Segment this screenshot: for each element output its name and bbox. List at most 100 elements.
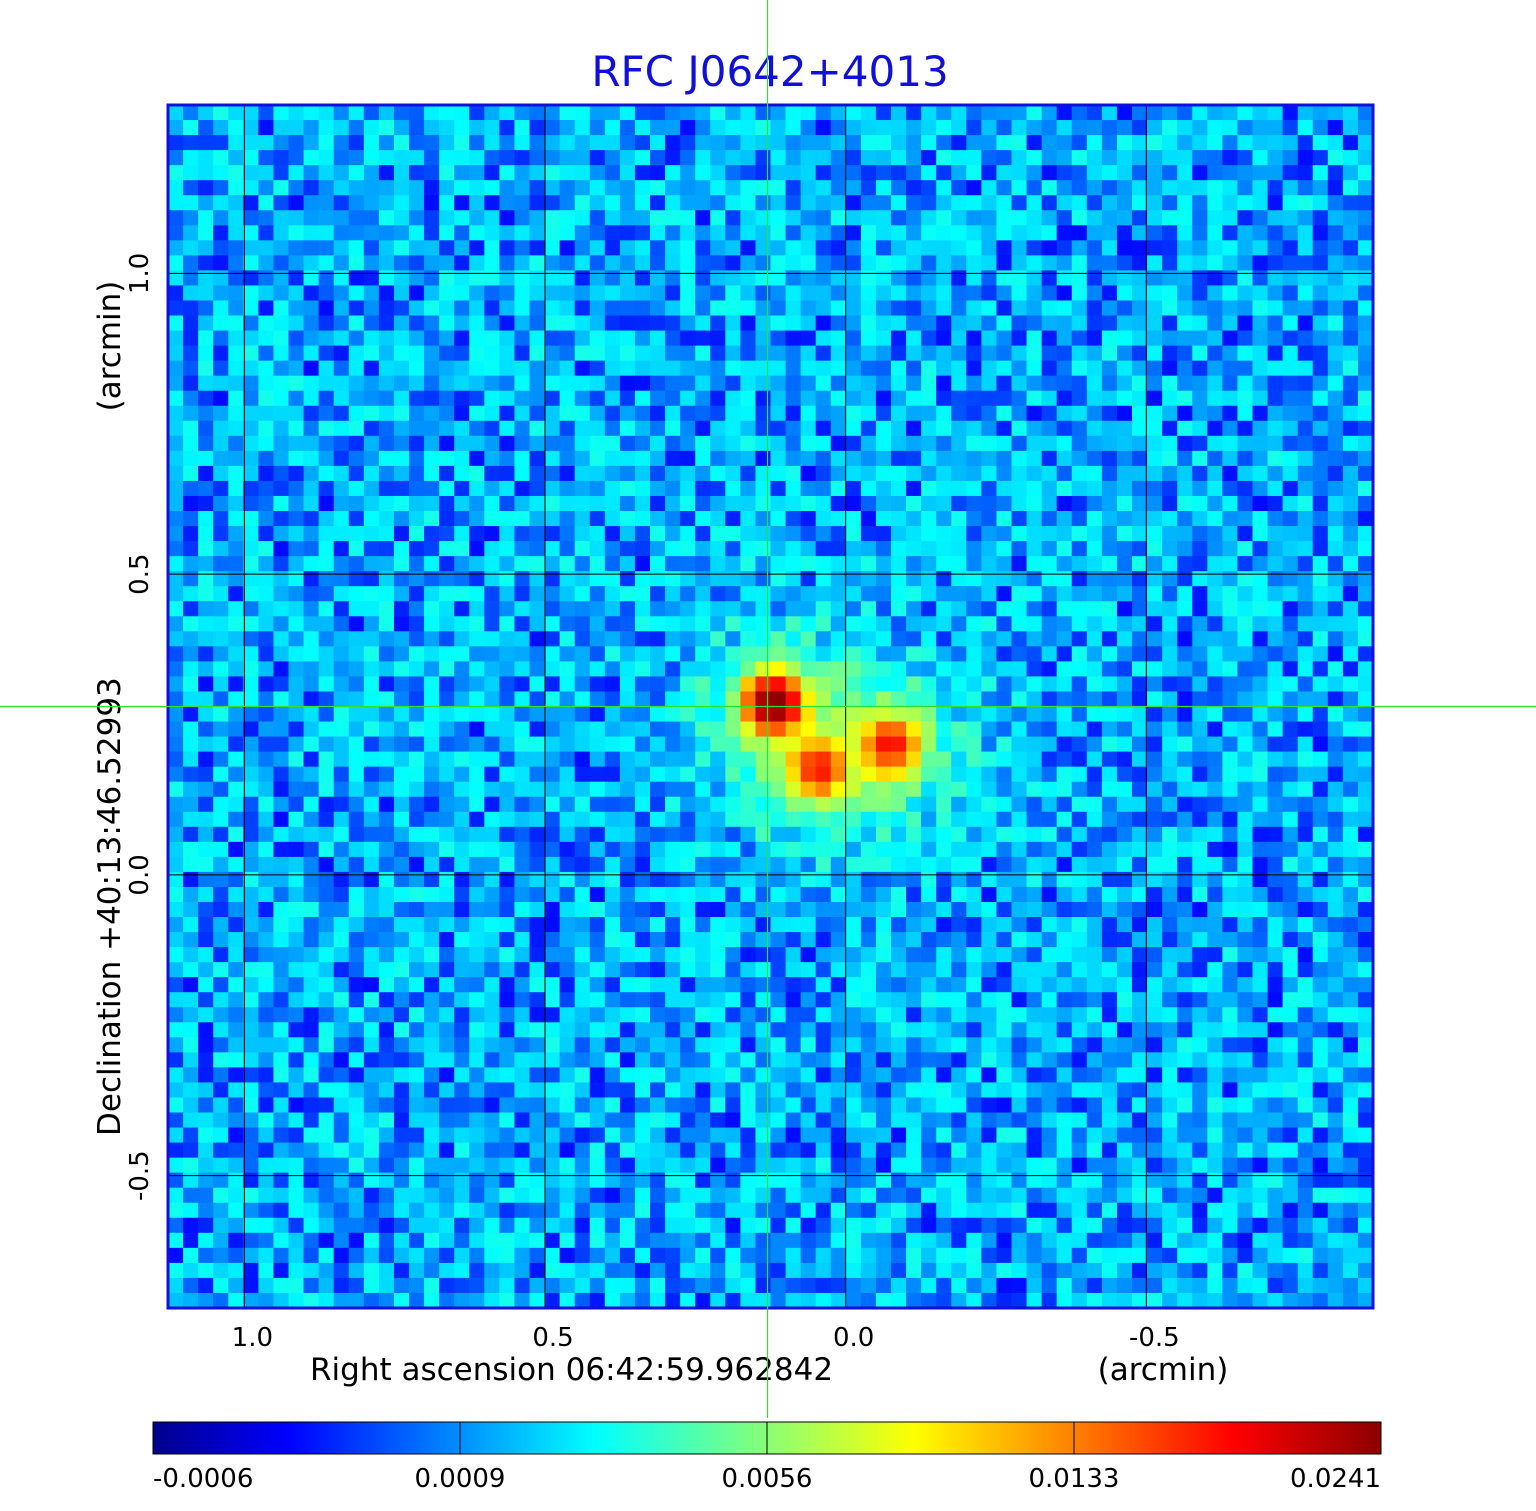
heatmap-cell [1101, 180, 1118, 196]
heatmap-cell [1207, 841, 1223, 858]
heatmap-cell [183, 270, 199, 287]
heatmap-cell [936, 300, 952, 317]
heatmap-cell [936, 917, 952, 933]
heatmap-cell [891, 947, 907, 963]
heatmap-cell [198, 736, 214, 753]
heatmap-cell [1116, 646, 1133, 662]
heatmap-cell [785, 1022, 802, 1038]
heatmap-cell [424, 901, 440, 918]
heatmap-cell [740, 330, 757, 347]
heatmap-cell [800, 917, 817, 933]
heatmap-cell [1267, 375, 1284, 392]
heatmap-cell [303, 962, 320, 978]
heatmap-cell [665, 736, 681, 753]
heatmap-cell [1147, 330, 1163, 347]
heatmap-cell [424, 225, 440, 241]
heatmap-cell [1297, 105, 1314, 121]
heatmap-cell [1342, 180, 1359, 196]
heatmap-cell [634, 315, 651, 332]
heatmap-cell [198, 796, 214, 813]
heatmap-cell [634, 105, 651, 121]
heatmap-cell [348, 465, 365, 482]
heatmap-cell [409, 962, 425, 978]
heatmap-cell [333, 240, 350, 256]
heatmap-cell [228, 932, 244, 948]
heatmap-cell [1041, 811, 1058, 828]
heatmap-cell [936, 255, 952, 272]
heatmap-cell [710, 631, 726, 647]
heatmap-cell [499, 240, 516, 256]
heatmap-cell [1342, 661, 1359, 678]
heatmap-cell [1252, 932, 1269, 948]
heatmap-cell [906, 1007, 922, 1023]
heatmap-cell [906, 330, 922, 347]
heatmap-cell [695, 901, 711, 918]
heatmap-cell [348, 405, 365, 422]
heatmap-cell [770, 375, 787, 392]
heatmap-cell [634, 706, 651, 723]
heatmap-cell [484, 661, 500, 678]
heatmap-cell [454, 871, 470, 888]
heatmap-cell [1086, 871, 1103, 888]
heatmap-cell [258, 676, 275, 693]
heatmap-cell [830, 721, 847, 738]
heatmap-cell [1011, 676, 1028, 693]
heatmap-cell [1086, 240, 1103, 256]
heatmap-cell [514, 450, 531, 467]
heatmap-cell [906, 977, 922, 993]
heatmap-cell [1132, 360, 1148, 377]
heatmap-cell [650, 886, 666, 903]
heatmap-cell [574, 405, 591, 422]
heatmap-cell [710, 285, 726, 302]
heatmap-cell [921, 556, 937, 572]
heatmap-cell [258, 330, 275, 347]
heatmap-cell [424, 480, 440, 497]
heatmap-cell [740, 495, 757, 512]
heatmap-cell [755, 285, 772, 302]
heatmap-cell [589, 405, 606, 422]
heatmap-cell [1177, 841, 1193, 858]
heatmap-cell [860, 495, 877, 512]
heatmap-cell [439, 480, 455, 497]
heatmap-cell [725, 360, 741, 377]
heatmap-cell [574, 586, 591, 602]
heatmap-cell [966, 195, 982, 211]
heatmap-cell [936, 601, 952, 617]
heatmap-cell [1177, 135, 1193, 151]
heatmap-cell [243, 150, 259, 166]
heatmap-cell [1282, 676, 1299, 693]
heatmap-cell [1132, 781, 1148, 798]
heatmap-cell [1056, 420, 1073, 437]
heatmap-cell [499, 826, 516, 843]
heatmap-cell [1207, 886, 1223, 903]
heatmap-cell [424, 646, 440, 662]
heatmap-cell [815, 526, 832, 542]
heatmap-cell [1071, 781, 1088, 798]
heatmap-cell [785, 315, 802, 332]
heatmap-cell [1327, 886, 1344, 903]
heatmap-cell [906, 901, 922, 918]
heatmap-cell [559, 1022, 576, 1038]
heatmap-cell [318, 420, 335, 437]
heatmap-cell [424, 435, 440, 452]
heatmap-cell [1026, 962, 1043, 978]
heatmap-cell [348, 541, 365, 557]
heatmap-cell [363, 932, 380, 948]
heatmap-cell [1342, 796, 1359, 813]
heatmap-cell [1327, 556, 1344, 572]
heatmap-cell [1252, 450, 1269, 467]
heatmap-cell [875, 345, 892, 362]
heatmap-cell [1237, 526, 1254, 542]
heatmap-cell [198, 932, 214, 948]
heatmap-cell [755, 841, 772, 858]
heatmap-cell [303, 601, 320, 617]
heatmap-cell [604, 706, 621, 723]
heatmap-cell [906, 480, 922, 497]
heatmap-cell [1132, 826, 1148, 843]
heatmap-cell [936, 631, 952, 647]
heatmap-cell [785, 932, 802, 948]
heatmap-cell [439, 736, 455, 753]
heatmap-cell [1101, 992, 1118, 1008]
heatmap-cell [1312, 435, 1329, 452]
